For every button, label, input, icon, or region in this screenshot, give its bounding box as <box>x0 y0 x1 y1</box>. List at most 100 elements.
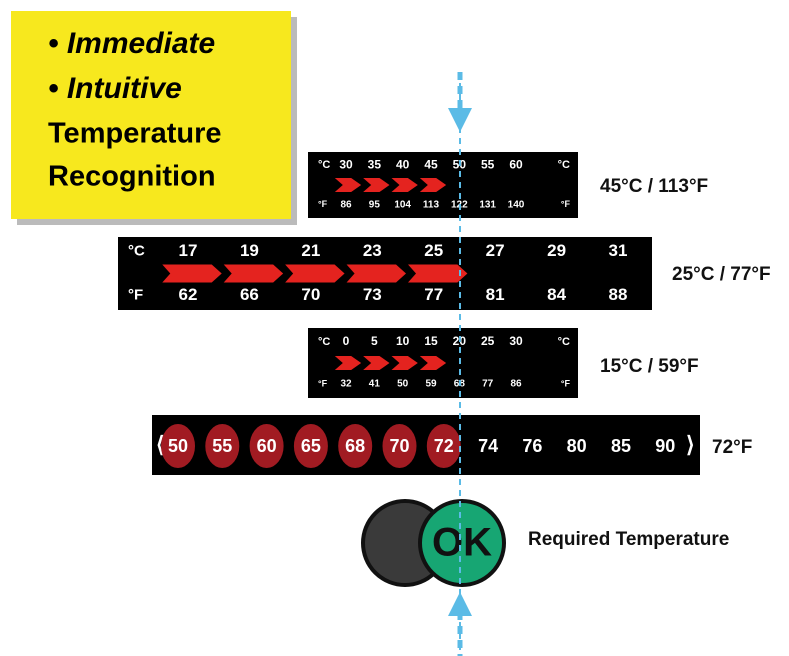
celsius-value: 5 <box>371 334 378 348</box>
unit-label: °C <box>558 336 570 348</box>
celsius-value: 35 <box>368 157 382 171</box>
unit-label: °F <box>318 199 328 209</box>
bracket: ⟩ <box>686 432 695 457</box>
fahrenheit-value: 59 <box>425 379 437 390</box>
celsius-value: 21 <box>301 241 320 260</box>
callout-heading: Temperature <box>48 118 222 150</box>
chevron <box>285 264 345 283</box>
fahrenheit-value: 104 <box>394 199 411 210</box>
celsius-value: 19 <box>240 241 259 260</box>
value: 70 <box>389 436 409 456</box>
celsius-value: 10 <box>396 334 410 348</box>
highlight <box>249 424 284 468</box>
unit-label: °F <box>561 378 571 388</box>
celsius-value: 45 <box>424 157 438 171</box>
highlight <box>293 424 328 468</box>
fahrenheit-value: 77 <box>424 285 443 304</box>
chevron <box>334 178 362 192</box>
unit-label: °C <box>128 243 145 260</box>
celsius-value: 23 <box>363 241 382 260</box>
strips: °C°F°C°F30863595401044511350122551316014… <box>118 152 771 475</box>
fahrenheit-value: 113 <box>423 199 440 210</box>
celsius-value: 25 <box>481 334 495 348</box>
fahrenheit-value: 32 <box>340 379 352 390</box>
fahrenheit-value: 50 <box>397 379 409 390</box>
value: 60 <box>257 436 277 456</box>
celsius-value: 15 <box>424 334 438 348</box>
fahrenheit-value: 70 <box>301 285 320 304</box>
chevron <box>419 178 447 192</box>
value: 68 <box>345 436 365 456</box>
chevron <box>162 264 222 283</box>
celsius-value: 17 <box>179 241 198 260</box>
value: 76 <box>522 436 542 456</box>
chevron <box>391 178 418 192</box>
chevron <box>408 264 468 283</box>
value: 74 <box>478 436 498 456</box>
celsius-value: 30 <box>509 334 523 348</box>
highlight <box>426 424 461 468</box>
chevron <box>334 356 362 370</box>
value: 50 <box>168 436 188 456</box>
fahrenheit-value: 77 <box>482 379 494 390</box>
value: 80 <box>567 436 587 456</box>
bracket: ⟨ <box>156 432 165 457</box>
fahrenheit-value: 81 <box>486 285 505 304</box>
callout-bullet: • Immediate <box>48 27 215 60</box>
fahrenheit-value: 95 <box>369 199 381 210</box>
arrow-up <box>448 592 472 616</box>
unit-label: °C <box>318 336 330 348</box>
highlight <box>382 424 417 468</box>
indicator-caption: Required Temperature <box>528 529 729 550</box>
celsius-value: 25 <box>424 241 443 260</box>
celsius-value: 0 <box>343 334 350 348</box>
strip-caption: 15°C / 59°F <box>600 356 699 377</box>
unit-label: °C <box>318 159 330 171</box>
celsius-value: 55 <box>481 157 495 171</box>
unit-label: °C <box>558 159 570 171</box>
value: 65 <box>301 436 321 456</box>
fahrenheit-value: 62 <box>179 285 198 304</box>
fahrenheit-value: 41 <box>369 379 381 390</box>
unit-label: °F <box>318 378 328 388</box>
fahrenheit-value: 66 <box>240 285 259 304</box>
fahrenheit-value: 88 <box>609 285 628 304</box>
strip-caption: 25°C / 77°F <box>672 264 771 285</box>
fahrenheit-value: 140 <box>508 199 525 210</box>
celsius-value: 27 <box>486 241 505 260</box>
celsius-value: 30 <box>339 157 353 171</box>
strip-caption: 45°C / 113°F <box>600 176 708 197</box>
strip-caption: 72°F <box>712 437 752 458</box>
indicator-on <box>418 499 506 587</box>
chevron <box>346 264 406 283</box>
chevron <box>223 264 284 283</box>
indicator-label: OK <box>432 521 492 565</box>
celsius-value: 29 <box>547 241 566 260</box>
unit-label: °F <box>128 286 143 303</box>
chevron <box>419 356 447 370</box>
value: 90 <box>655 436 675 456</box>
fahrenheit-value: 86 <box>340 199 352 210</box>
fahrenheit-value: 131 <box>479 199 496 210</box>
chevron <box>363 356 390 370</box>
value: 55 <box>212 436 232 456</box>
strip <box>152 415 700 475</box>
fahrenheit-value: 84 <box>547 285 566 304</box>
unit-label: °F <box>561 199 571 209</box>
arrow-down <box>448 108 472 132</box>
celsius-value: 40 <box>396 157 410 171</box>
celsius-value: 60 <box>509 157 523 171</box>
highlight <box>338 424 373 468</box>
callout-bullet: • Intuitive <box>48 72 182 105</box>
highlight <box>161 424 195 468</box>
callout-heading: Recognition <box>48 161 216 193</box>
celsius-value: 31 <box>609 241 628 260</box>
chevron <box>391 356 418 370</box>
fahrenheit-value: 73 <box>363 285 382 304</box>
highlight <box>205 424 240 468</box>
value: 72 <box>434 436 454 456</box>
callout-box <box>11 11 291 219</box>
chevron <box>363 178 390 192</box>
value: 85 <box>611 436 631 456</box>
